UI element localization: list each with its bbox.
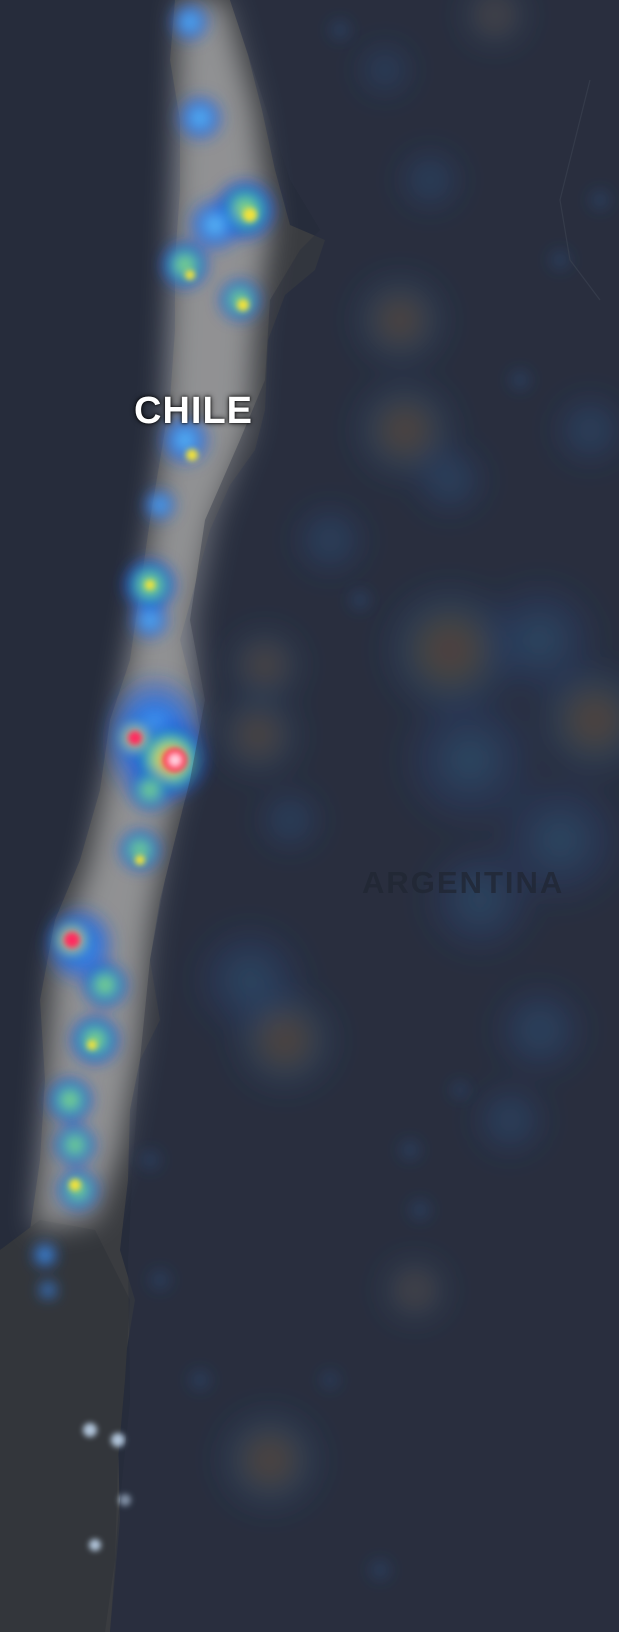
argentina-landmass	[110, 0, 619, 1632]
argentina-heatmap	[190, 0, 619, 1515]
country-label-chile: CHILE	[134, 390, 253, 432]
focus-dim-overlay	[110, 0, 619, 1632]
national-border	[559, 79, 601, 301]
chile-heatmap	[31, 0, 277, 1300]
argentina-small-lights	[136, 16, 614, 1584]
southern-coast	[0, 1220, 130, 1632]
south-coast-lights	[83, 1423, 131, 1551]
country-label-argentina: ARGENTINA	[362, 865, 565, 900]
